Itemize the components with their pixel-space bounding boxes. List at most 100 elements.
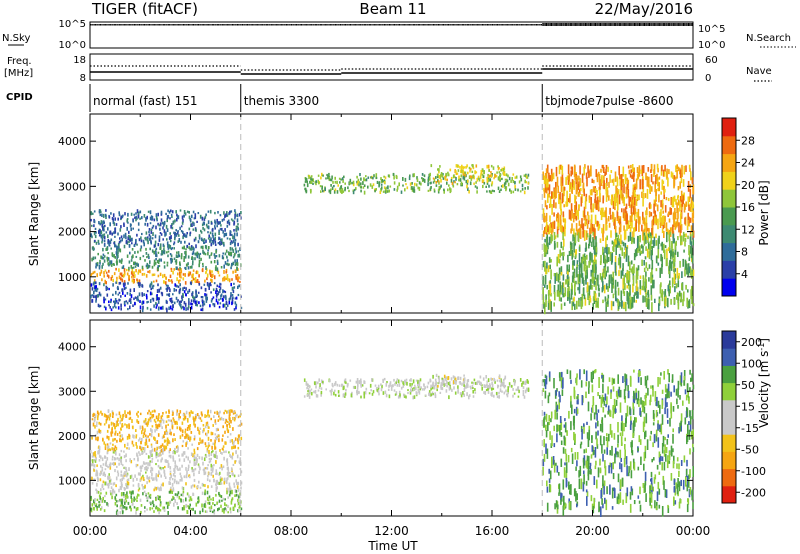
nsky-sample <box>458 24 460 26</box>
power-cell <box>218 221 220 225</box>
power-cell <box>236 262 239 266</box>
power-cell <box>177 299 179 302</box>
velocity-cell <box>115 446 118 451</box>
velocity-cell <box>162 450 164 455</box>
velocity-cell <box>162 482 164 487</box>
power-cell <box>590 197 592 205</box>
power-cell <box>632 206 635 215</box>
power-cell <box>121 288 124 292</box>
power-cell <box>650 294 653 301</box>
power-cell <box>198 283 201 286</box>
power-cell <box>560 225 562 232</box>
power-cell <box>118 268 120 272</box>
power-cell <box>672 224 674 235</box>
nsky-sample <box>530 24 532 26</box>
nsky-sample <box>665 23 667 26</box>
velocity-cell <box>214 504 216 507</box>
power-cell <box>100 220 103 224</box>
power-cell <box>198 236 201 240</box>
power-cell <box>166 300 168 304</box>
power-cell <box>678 290 681 297</box>
power-cell <box>198 253 201 257</box>
velocity-cell <box>199 510 201 515</box>
power-cell <box>197 240 200 244</box>
power-cell <box>106 259 109 262</box>
nsky-sample <box>352 24 354 26</box>
power-cell <box>603 252 605 264</box>
power-cell <box>692 239 694 246</box>
power-cell <box>577 183 580 190</box>
power-cell <box>527 182 530 185</box>
nsky-sample <box>199 24 201 26</box>
nsky-sample <box>441 24 443 26</box>
power-cell <box>102 256 105 260</box>
velocity-cell <box>167 419 170 422</box>
velocity-cell <box>223 508 225 511</box>
nsky-sample <box>440 24 442 26</box>
power-cell <box>223 234 226 238</box>
power-cell <box>137 250 139 254</box>
velocity-cell <box>100 410 102 414</box>
power-cell <box>194 252 196 256</box>
power-cell <box>303 183 306 187</box>
power-cell <box>455 177 457 181</box>
nsky-sample <box>566 23 568 26</box>
velocity-cell <box>197 426 199 429</box>
nsky-sample <box>238 24 240 26</box>
nsky-sample <box>476 24 478 26</box>
power-cell <box>380 186 383 190</box>
power-cell <box>215 293 218 297</box>
power-cell <box>640 169 643 174</box>
velocity-cell <box>226 424 228 427</box>
nsky-sample <box>274 24 276 26</box>
power-cell <box>195 228 197 232</box>
velocity-cell <box>149 416 152 421</box>
power-cell <box>692 219 694 224</box>
power-cell <box>154 249 157 252</box>
power-cell <box>587 165 589 174</box>
power-cell <box>542 171 544 180</box>
power-cell <box>565 201 567 207</box>
power-cell <box>578 264 581 270</box>
velocity-cell <box>229 475 231 478</box>
velocity-cell <box>212 442 214 445</box>
power-cell <box>130 265 133 269</box>
power-cell <box>600 213 603 221</box>
power-cell <box>106 286 109 291</box>
nsky-sample <box>525 24 527 26</box>
power-cell <box>469 175 472 179</box>
power-cell <box>679 229 682 238</box>
power-cell <box>629 215 632 223</box>
power-cell <box>660 209 662 217</box>
power-cell <box>192 260 194 264</box>
nsky-sample <box>544 23 546 26</box>
power-cell <box>599 189 601 198</box>
nsky-sample <box>91 24 93 26</box>
power-cell <box>651 259 654 270</box>
power-cell <box>691 212 694 222</box>
velocity-cell <box>169 500 171 504</box>
power-cell <box>188 288 191 293</box>
power-cell <box>677 300 680 306</box>
velocity-cell <box>201 439 204 443</box>
velocity-cell <box>231 409 233 413</box>
power-cell <box>214 232 217 237</box>
nsky-sample <box>360 24 362 26</box>
power-cell <box>129 288 132 292</box>
velocity-cell <box>103 413 106 418</box>
power-cell <box>672 251 674 258</box>
power-cell <box>576 300 578 310</box>
power-cell <box>518 180 521 184</box>
power-cell <box>601 276 603 282</box>
power-cell <box>681 203 683 211</box>
power-cell <box>201 307 204 312</box>
power-cell <box>585 242 587 250</box>
velocity-cell <box>182 492 184 497</box>
power-cell <box>107 234 109 238</box>
power-cell <box>466 164 468 168</box>
power-cell <box>207 220 210 225</box>
velocity-cell <box>145 434 147 437</box>
power-cell <box>341 190 343 194</box>
power-cell <box>619 174 621 180</box>
nsky-sample <box>161 24 163 26</box>
